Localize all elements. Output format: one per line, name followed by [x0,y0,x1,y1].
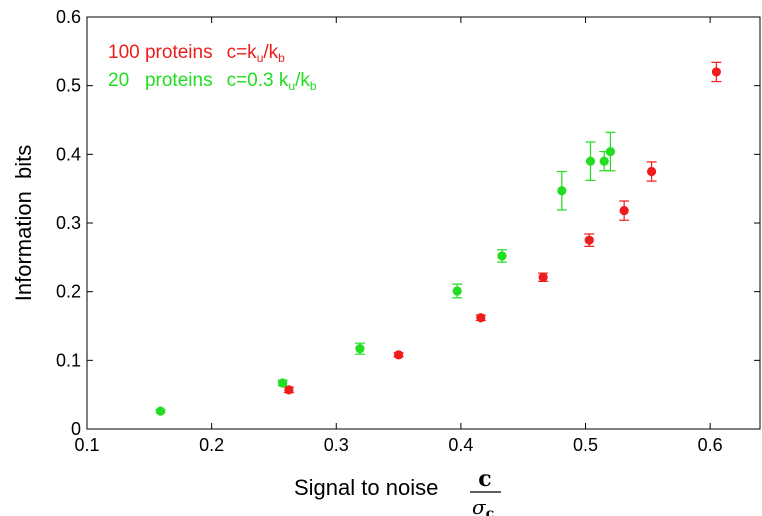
x-axis-fraction: c σc [470,466,501,516]
y-tick-label: 0.5 [56,76,81,96]
y-axis-title: Information bits [11,145,36,302]
data-point [711,67,721,77]
data-points [155,61,722,416]
axis-tick-labels: 0.1 0.2 0.3 0.4 0.5 0.600.10.20.30.40.50.6 [56,7,723,455]
data-point [557,186,567,196]
x-tick-label: 0.5 [573,435,598,455]
data-point [452,286,462,296]
y-tick-label: 0.4 [56,144,81,164]
data-point [646,166,657,177]
x-tick-label: 0.3 [324,435,349,455]
data-point [155,406,166,416]
data-point [538,272,548,282]
fraction-denominator: σc [472,495,494,516]
legend-series-2: 20 proteins c=0.3 ku/kb [108,70,317,93]
y-tick-label: 0.1 [56,350,81,370]
data-point [605,146,616,157]
data-point [619,206,629,216]
legend-series-1-count: 100 proteins [108,42,213,63]
series-2 [155,131,616,416]
data-point [497,251,507,261]
legend: 100 proteins c=ku/kb 20 proteins c=0.3 ku/… [108,42,317,93]
axis-ticks [86,16,760,430]
data-point [393,350,404,360]
legend-series-1-formula: c=k [227,42,258,63]
data-point [599,156,609,166]
x-tick-label: 0.2 [199,435,224,455]
data-point [355,344,365,354]
data-point [585,156,596,166]
data-point [278,378,288,388]
x-tick-label: 0.6 [698,435,723,455]
x-axis-title: Signal to noise [294,475,438,500]
data-point [476,313,486,323]
data-point [584,235,594,245]
legend-series-2-formula: c=0.3 k [227,70,289,91]
y-tick-label: 0 [71,419,81,439]
legend-series-2-count: 20 proteins [108,70,213,91]
legend-series-1: 100 proteins c=ku/kb [108,42,285,65]
series-1 [283,61,722,395]
fraction-numerator: c [478,466,491,492]
data-point [284,385,294,395]
x-tick-label: 0.4 [448,435,473,455]
y-tick-label: 0.2 [56,282,81,302]
y-tick-label: 0.6 [56,7,81,27]
y-tick-label: 0.3 [56,213,81,233]
x-tick-label: 0.1 [74,435,99,455]
